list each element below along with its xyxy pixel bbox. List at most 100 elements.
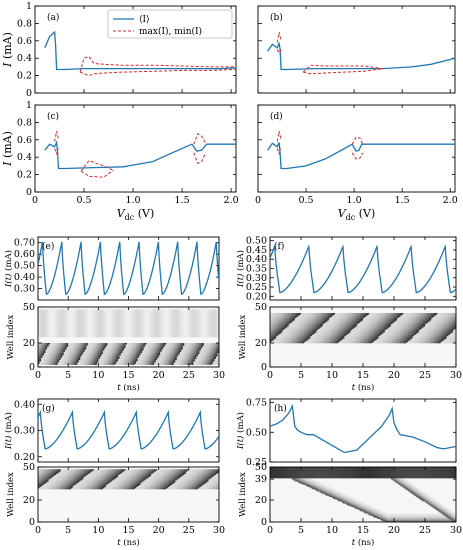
- heatmap-e-cell: [45, 353, 48, 356]
- heatmap-e-cell: [173, 363, 176, 365]
- heatmap-e-cell: [175, 334, 178, 337]
- heatmap-e-cell: [212, 329, 215, 332]
- heatmap-e-cell: [99, 319, 102, 321]
- heatmap-e-cell: [62, 356, 64, 358]
- heatmap-e-cell: [72, 327, 75, 329]
- heatmap-e-cell: [89, 335, 92, 338]
- heatmap-e-cell: [47, 356, 49, 358]
- heatmap-e-cell: [136, 346, 138, 349]
- heatmap-e-cell: [208, 350, 211, 352]
- panel-a-series-1-min: [79, 69, 236, 77]
- heatmap-e-cell: [101, 323, 104, 326]
- heatmap-e-cell: [99, 361, 102, 363]
- heatmap-e-cell: [205, 323, 208, 326]
- heatmap-e-cell: [149, 362, 152, 364]
- heatmap-e-cell: [215, 363, 218, 365]
- panel-b-frame: [257, 5, 456, 94]
- panel-d-series-1-min: [276, 148, 282, 156]
- heatmap-e-cell: [134, 361, 137, 363]
- heatmap-e-cell: [133, 335, 135, 338]
- heatmap-e-cell: [53, 328, 55, 331]
- heatmap-e-cell: [123, 328, 126, 331]
- heatmap-e-cell: [84, 356, 87, 358]
- heatmap-e-cell: [134, 347, 137, 350]
- heatmap-e-cell: [110, 347, 113, 350]
- heatmap-e-cell: [63, 325, 66, 327]
- heatmap-e-cell: [211, 343, 214, 345]
- heatmap-e-cell: [63, 347, 66, 350]
- heatmap-e-cell: [167, 329, 170, 332]
- heatmap-e-cell: [181, 345, 184, 347]
- heatmap-e-cell: [95, 334, 98, 337]
- heatmap-e-cell: [190, 349, 193, 351]
- heatmap-e-cell: [149, 344, 152, 346]
- heatmap-e-cell: [142, 363, 144, 365]
- heatmap-e-cell: [176, 345, 179, 347]
- heatmap-e-cell: [42, 325, 45, 327]
- heatmap-e-cell: [92, 317, 95, 320]
- heatmap-e-cell: [166, 329, 169, 332]
- heatmap-e-cell: [211, 350, 214, 352]
- heatmap-e-cell: [95, 320, 98, 322]
- heatmap-e-cell: [167, 353, 170, 356]
- heatmap-e-cell: [56, 333, 58, 335]
- heatmap-e-cell: [117, 356, 120, 358]
- heatmap-e-cell: [214, 334, 217, 337]
- heatmap-e-cell: [66, 346, 69, 349]
- heatmap-e-cell: [206, 350, 209, 352]
- heatmap-e-cell: [148, 347, 150, 350]
- heatmap-e-cell: [197, 363, 200, 365]
- heatmap-e-cell: [65, 352, 67, 355]
- heatmap-e-cell: [83, 323, 86, 326]
- heatmap-e-cell: [68, 317, 70, 320]
- heatmap-e-cell: [57, 355, 60, 357]
- heatmap-e-cell: [208, 353, 211, 356]
- heatmap-e-cell: [197, 357, 200, 359]
- heatmap-e-cell: [101, 344, 104, 346]
- heatmap-e-cell: [77, 351, 80, 353]
- heatmap-e-cell: [185, 351, 188, 353]
- heatmap-e-cell: [142, 335, 144, 338]
- heatmap-e-cell: [125, 329, 128, 332]
- heatmap-e-cell: [137, 320, 140, 322]
- heatmap-e-cell: [38, 327, 40, 329]
- heatmap-e-cell: [93, 359, 96, 362]
- heatmap-e-cell: [126, 352, 129, 355]
- heatmap-e-cell: [53, 344, 55, 346]
- heatmap-e-cell: [57, 334, 60, 337]
- heatmap-e-cell: [38, 331, 40, 333]
- heatmap-e-cell: [143, 347, 146, 350]
- heatmap-e-cell: [72, 344, 75, 346]
- heatmap-e-cell: [182, 352, 185, 355]
- heatmap-e-cell: [59, 355, 61, 357]
- heatmap-e-cell: [208, 363, 211, 365]
- heatmap-e-cell: [155, 357, 158, 359]
- heatmap-e-cell: [146, 351, 149, 353]
- heatmap-e-cell: [137, 322, 140, 325]
- heatmap-e-cell: [41, 351, 43, 353]
- heatmap-e-cell: [158, 347, 161, 350]
- heatmap-e-cell: [125, 363, 128, 365]
- heatmap-e-cell: [158, 357, 161, 359]
- heatmap-e-cell: [92, 350, 95, 352]
- heatmap-e-cell: [48, 326, 51, 328]
- heatmap-e-cell: [197, 334, 200, 337]
- heatmap-e-cell: [166, 347, 169, 350]
- heatmap-e-cell: [217, 332, 220, 334]
- heatmap-e-cell: [87, 356, 90, 358]
- heatmap-e-cell: [184, 356, 187, 358]
- heatmap-e-cell: [157, 322, 159, 325]
- heatmap-e-cell: [114, 349, 117, 351]
- heatmap-e-cell: [65, 344, 67, 346]
- heatmap-e-cell: [179, 320, 182, 322]
- heatmap-e-cell: [101, 358, 104, 361]
- heatmap-e-cell: [111, 357, 114, 359]
- heatmap-e-cell: [74, 321, 77, 323]
- heatmap-e-cell: [50, 362, 52, 364]
- heatmap-e-cell: [50, 359, 52, 362]
- heatmap-e-cell: [95, 333, 98, 335]
- heatmap-e-cell: [137, 319, 140, 321]
- heatmap-e-cell: [125, 361, 128, 363]
- heatmap-e-cell: [95, 331, 98, 333]
- heatmap-e-cell: [196, 358, 199, 361]
